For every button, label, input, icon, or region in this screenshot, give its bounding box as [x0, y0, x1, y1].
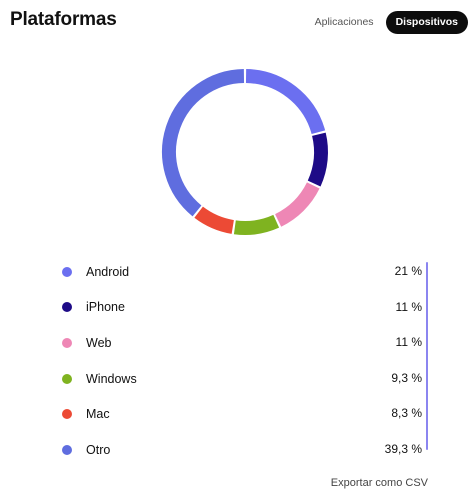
legend-label: iPhone	[86, 300, 125, 315]
page-title: Plataformas	[10, 9, 117, 30]
legend-value: 9,3 %	[391, 370, 422, 385]
legend-label: Mac	[86, 407, 110, 422]
view-tabs: Aplicaciones Dispositivos	[303, 11, 468, 34]
platform-donut-chart	[140, 62, 350, 242]
legend-value: 11 %	[395, 299, 422, 314]
donut-slice-otro[interactable]	[162, 69, 245, 217]
donut-svg	[162, 69, 328, 235]
legend-value: 39,3 %	[384, 441, 422, 456]
legend-row-web: Web 11 %	[46, 325, 428, 361]
legend-row-android: Android 21 %	[46, 254, 428, 290]
header: Plataformas Aplicaciones Dispositivos	[0, 0, 474, 46]
legend-row-windows: Windows 9,3 %	[46, 361, 428, 397]
legend-dot-web	[62, 337, 72, 348]
legend-label: Web	[86, 335, 112, 350]
legend-dot-iphone	[62, 302, 72, 313]
tab-aplicaciones[interactable]: Aplicaciones	[314, 16, 374, 28]
legend-dot-otro	[62, 444, 72, 455]
legend-row-otro: Otro 39,3 %	[46, 432, 428, 468]
legend-scrollbar[interactable]	[426, 262, 428, 450]
legend-value: 21 %	[394, 264, 422, 278]
legend-label: Android	[86, 264, 130, 279]
legend-value: 11 %	[395, 335, 422, 350]
platform-legend: Android 21 % iPhone 11 % Web 11 % Window…	[46, 254, 428, 468]
legend-row-mac: Mac 8,3 %	[46, 396, 428, 432]
export-csv-link[interactable]: Exportar como CSV	[330, 477, 428, 489]
donut-slice-android[interactable]	[245, 69, 326, 135]
legend-value: 8,3 %	[391, 406, 422, 421]
tab-dispositivos[interactable]: Dispositivos	[385, 11, 468, 34]
legend-dot-windows	[62, 373, 72, 384]
legend-row-iphone: iPhone 11 %	[46, 290, 428, 326]
legend-label: Windows	[86, 371, 137, 386]
donut-slice-mac[interactable]	[194, 206, 235, 234]
donut-slice-windows[interactable]	[233, 214, 280, 235]
donut-slice-iphone[interactable]	[307, 132, 328, 187]
donut-slice-web[interactable]	[274, 182, 320, 227]
legend-dot-mac	[62, 409, 72, 420]
legend-dot-android	[62, 266, 72, 277]
legend-label: Otro	[86, 442, 111, 457]
